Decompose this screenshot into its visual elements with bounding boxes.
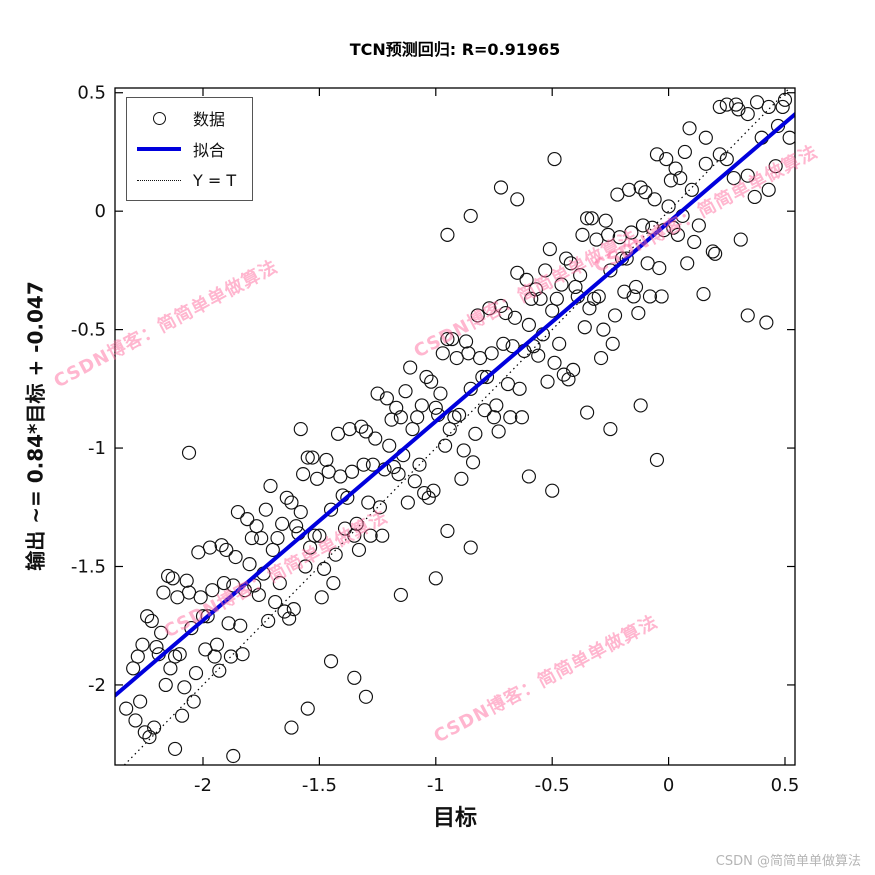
footer-credit: CSDN @简简单单做算法: [715, 854, 861, 869]
svg-text:-1.5: -1.5: [71, 556, 106, 577]
svg-text:-1: -1: [88, 438, 106, 459]
svg-text:0: 0: [95, 201, 106, 222]
svg-text:0.5: 0.5: [77, 83, 106, 104]
legend-item-fit: 拟合: [137, 139, 236, 160]
legend-label-data: 数据: [193, 110, 226, 129]
dotted-line-icon: [137, 179, 181, 181]
svg-text:-2: -2: [88, 675, 106, 696]
y-axis-label: 输出 ~= 0.84*目标 + -0.047: [23, 281, 48, 571]
x-axis-label: 目标: [432, 806, 478, 831]
svg-text:-0.5: -0.5: [71, 320, 106, 341]
legend-label-identity: Y = T: [193, 170, 237, 190]
svg-text:0.5: 0.5: [771, 775, 800, 796]
svg-text:-1: -1: [427, 775, 445, 796]
svg-text:0: 0: [663, 775, 674, 796]
legend-box: 数据 拟合 Y = T: [126, 97, 254, 201]
legend-label-fit: 拟合: [193, 141, 226, 160]
scatter-marker-icon: [137, 111, 181, 125]
legend-item-identity: Y = T: [137, 170, 236, 190]
svg-text:-0.5: -0.5: [535, 775, 570, 796]
fit-line-icon: [137, 147, 181, 151]
chart-title: TCN预测回归: R=0.91965: [349, 40, 561, 59]
svg-text:-2: -2: [194, 775, 212, 796]
svg-text:-1.5: -1.5: [302, 775, 337, 796]
legend-item-data: 数据: [137, 108, 236, 129]
